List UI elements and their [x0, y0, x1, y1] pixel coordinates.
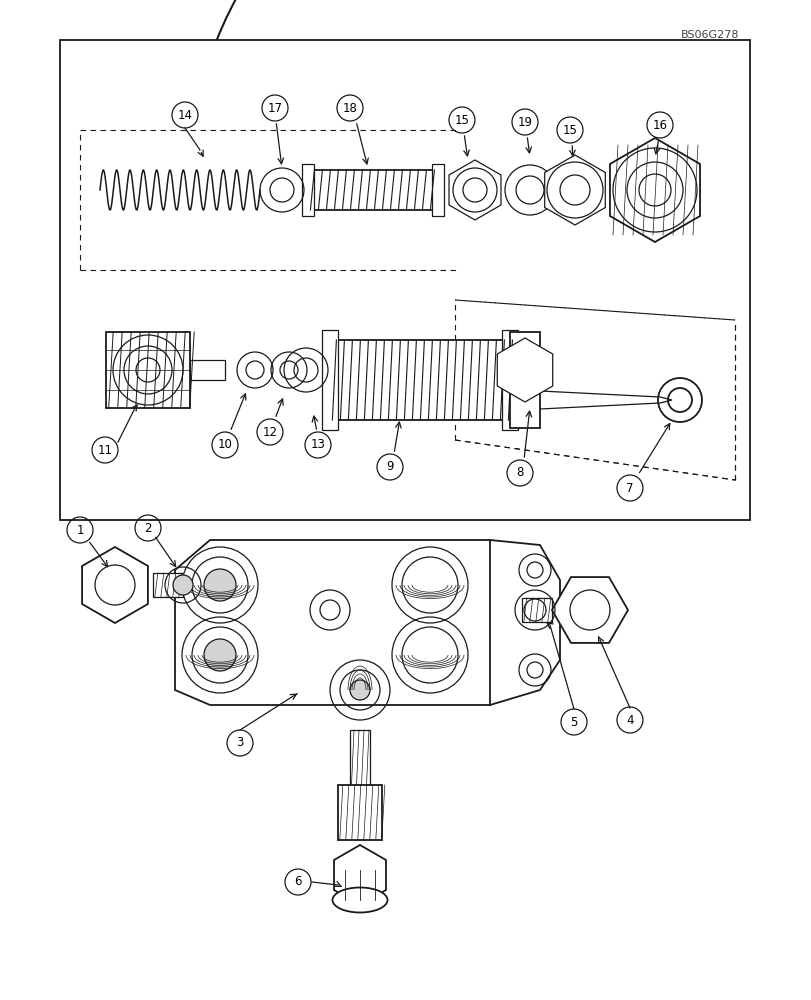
Text: 9: 9 [386, 460, 393, 474]
Polygon shape [175, 540, 530, 705]
Polygon shape [519, 390, 672, 410]
Bar [509, 332, 539, 428]
Bar [329, 340, 509, 420]
Text: 17: 17 [267, 102, 282, 115]
Text: 11: 11 [97, 444, 113, 456]
Text: 15: 15 [454, 114, 469, 127]
Text: 6: 6 [294, 876, 302, 888]
Circle shape [350, 680, 370, 700]
Text: 2: 2 [144, 522, 152, 534]
Bar [350, 730, 370, 785]
Text: BS06G278: BS06G278 [680, 30, 738, 40]
Text: 5: 5 [569, 715, 577, 728]
Text: 13: 13 [310, 438, 325, 452]
Polygon shape [609, 138, 699, 242]
Text: 12: 12 [262, 426, 277, 438]
Bar [431, 164, 444, 216]
Polygon shape [82, 547, 148, 623]
Text: 16: 16 [652, 119, 667, 132]
Text: 8: 8 [516, 466, 523, 480]
Polygon shape [551, 577, 627, 643]
Polygon shape [448, 160, 500, 220]
Circle shape [204, 569, 236, 601]
Bar [302, 164, 314, 216]
Text: 14: 14 [178, 109, 192, 122]
Circle shape [173, 575, 193, 595]
Bar [60, 40, 749, 520]
Polygon shape [333, 845, 385, 905]
Bar [106, 332, 190, 408]
Text: 7: 7 [625, 482, 633, 494]
Bar [501, 330, 517, 430]
Polygon shape [509, 393, 530, 407]
Polygon shape [496, 338, 552, 402]
Ellipse shape [332, 888, 387, 912]
Bar [322, 330, 337, 430]
Bar [190, 360, 225, 380]
Bar [337, 785, 381, 840]
Bar [521, 598, 551, 622]
Circle shape [246, 361, 264, 379]
Polygon shape [544, 155, 604, 225]
Bar [152, 573, 182, 597]
Text: 4: 4 [625, 713, 633, 726]
Text: 10: 10 [217, 438, 232, 452]
Polygon shape [489, 540, 560, 705]
Bar [307, 170, 437, 210]
Text: 1: 1 [76, 524, 84, 536]
Text: 15: 15 [562, 124, 577, 137]
Circle shape [204, 639, 236, 671]
Text: 3: 3 [236, 736, 243, 750]
Text: 19: 19 [517, 116, 532, 129]
Text: 18: 18 [342, 102, 357, 115]
